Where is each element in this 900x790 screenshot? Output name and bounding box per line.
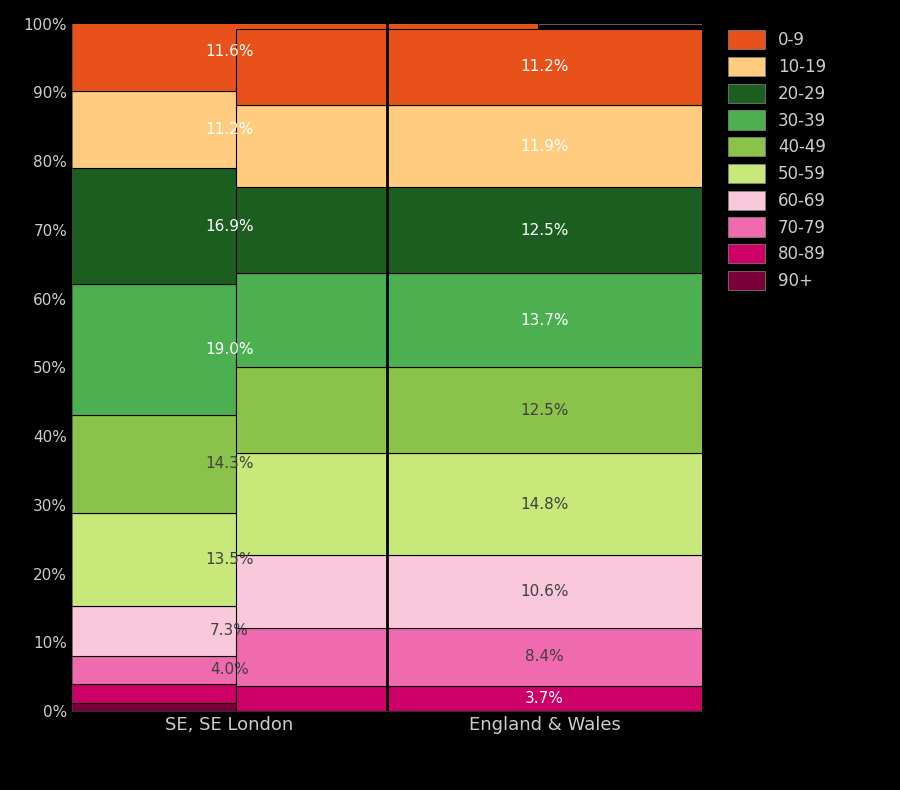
- Bar: [236, 367, 853, 453]
- Bar: [0, 606, 538, 656]
- Text: 16.9%: 16.9%: [205, 219, 254, 234]
- Bar: [236, 187, 853, 273]
- Text: 11.6%: 11.6%: [205, 43, 254, 58]
- Legend: 0-9, 10-19, 20-29, 30-39, 40-49, 50-59, 60-69, 70-79, 80-89, 90+: 0-9, 10-19, 20-29, 30-39, 40-49, 50-59, …: [723, 25, 831, 295]
- Text: 19.0%: 19.0%: [205, 342, 254, 357]
- Text: 13.5%: 13.5%: [205, 552, 254, 567]
- Bar: [0, 703, 538, 711]
- Bar: [0, 284, 538, 415]
- Text: 10.6%: 10.6%: [520, 584, 569, 599]
- Text: 14.3%: 14.3%: [205, 457, 254, 472]
- Bar: [236, 28, 853, 106]
- Text: 4.0%: 4.0%: [210, 662, 249, 677]
- Bar: [236, 686, 853, 711]
- Bar: [0, 415, 538, 513]
- Text: 12.5%: 12.5%: [520, 223, 569, 238]
- Bar: [0, 513, 538, 606]
- Bar: [0, 168, 538, 284]
- Text: 8.4%: 8.4%: [525, 649, 564, 664]
- Bar: [236, 453, 853, 555]
- Text: 11.2%: 11.2%: [205, 122, 254, 137]
- Text: 11.2%: 11.2%: [520, 59, 569, 74]
- Bar: [0, 91, 538, 168]
- Bar: [236, 628, 853, 686]
- Bar: [236, 106, 853, 187]
- Bar: [236, 555, 853, 628]
- Text: 7.3%: 7.3%: [210, 623, 249, 638]
- Bar: [236, 273, 853, 367]
- Bar: [0, 683, 538, 703]
- Text: 3.7%: 3.7%: [525, 690, 564, 705]
- Text: 13.7%: 13.7%: [520, 313, 569, 328]
- Bar: [0, 11, 538, 91]
- Text: 12.5%: 12.5%: [520, 403, 569, 418]
- Text: 11.9%: 11.9%: [520, 139, 569, 154]
- Bar: [0, 656, 538, 683]
- Text: 14.8%: 14.8%: [520, 497, 569, 512]
